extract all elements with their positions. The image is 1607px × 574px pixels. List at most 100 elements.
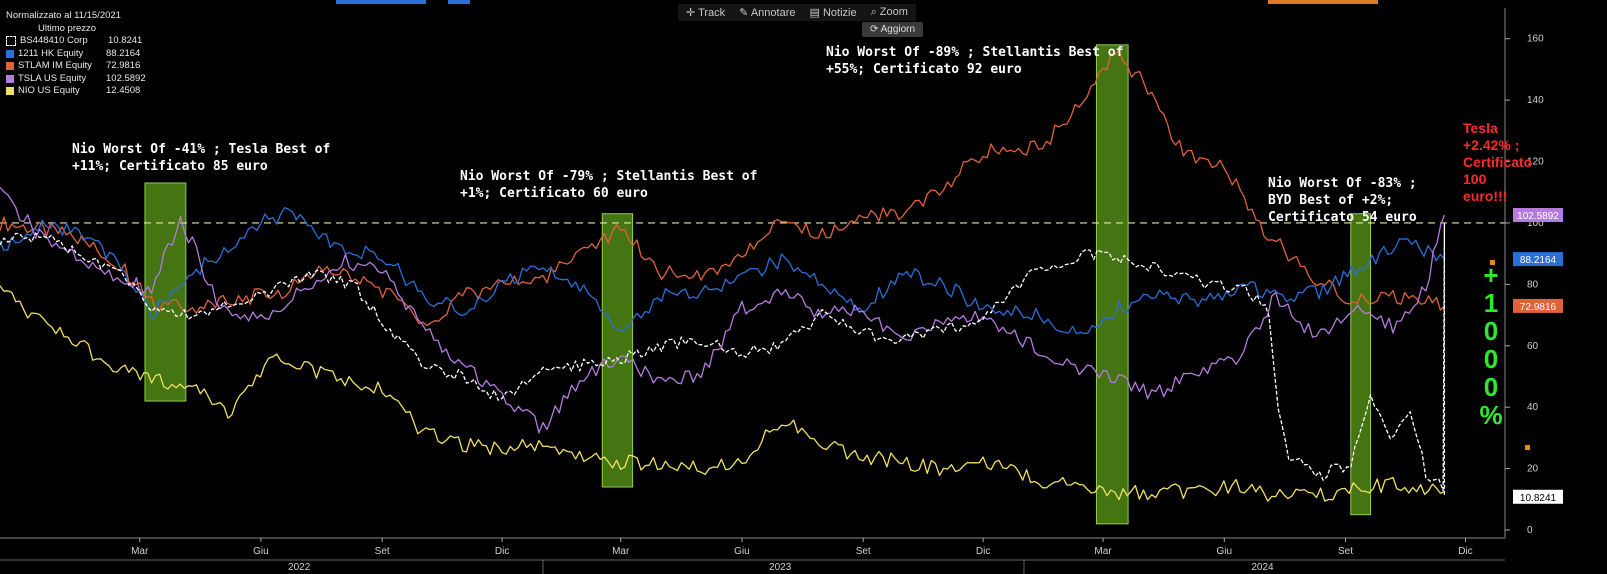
legend-item-value: 102.5892 [106, 72, 146, 84]
x-year-label: 2022 [288, 562, 311, 573]
annotation-text: Certificato 54 euro [1268, 210, 1417, 225]
x-tick-label: Mar [131, 546, 149, 557]
series-line [0, 207, 1445, 335]
x-tick-label: Giu [1217, 546, 1233, 557]
y-tick-label: 40 [1527, 402, 1539, 413]
x-year-label: 2024 [1251, 562, 1274, 573]
zoom-label: Zoom [879, 6, 908, 18]
series-line [0, 285, 1445, 502]
last-value-tag [1513, 489, 1563, 504]
highlight-band [1095, 44, 1129, 525]
marker-dot [1490, 260, 1495, 265]
annotation-tesla: Certificato [1463, 154, 1532, 170]
x-tick-label: Dic [1458, 546, 1472, 557]
annotation-1000pct: 1 [1484, 288, 1498, 318]
refresh-button[interactable]: ⟳ Aggiorn [862, 22, 924, 37]
x-tick-label: Set [856, 546, 871, 557]
annotation-text: +1%; Certificato 60 euro [460, 186, 648, 201]
last-value-tag [1513, 298, 1563, 313]
x-tick-label: Mar [612, 546, 630, 557]
legend-item-name: NIO US Equity [18, 85, 80, 96]
annotation-text: Nio Worst Of -41% ; Tesla Best of [72, 142, 330, 157]
legend-swatch [6, 87, 14, 96]
legend-swatch [6, 62, 14, 71]
legend-item[interactable]: 1211 HK Equity 88.2164 [6, 48, 146, 61]
y-tick-label: 80 [1527, 279, 1539, 290]
chart-toolbar: ✛ Track ✎ Annotare ▤ Notizie ⌕ Zoom [678, 4, 916, 21]
last-value-tag [1513, 252, 1563, 267]
x-tick-label: Mar [1094, 546, 1112, 557]
track-label: Track [698, 7, 726, 19]
legend-item[interactable]: BS448410 Corp 10.8241 [6, 35, 146, 48]
annotate-button[interactable]: ✎ Annotare [739, 7, 796, 19]
last-value-label: 10.8241 [1520, 493, 1557, 504]
legend-item-value: 10.8241 [108, 35, 143, 46]
annotation-text: +11%; Certificato 85 euro [72, 159, 268, 174]
legend-swatch [6, 36, 16, 47]
refresh-label: Aggiorn [880, 24, 916, 35]
x-tick-label: Dic [976, 546, 990, 557]
legend-item[interactable]: TSLA US Equity 102.5892 [6, 73, 146, 86]
last-value-tag [1513, 207, 1563, 222]
x-tick-label: Set [375, 546, 390, 557]
highlight-band [601, 213, 634, 488]
annotation-tesla: euro!!! [1463, 188, 1507, 204]
legend: Normalizzato al 11/15/2021 Ultimo prezzo… [6, 10, 146, 98]
track-button[interactable]: ✛ Track [686, 7, 726, 19]
news-label: Notizie [822, 7, 857, 19]
x-tick-label: Giu [734, 546, 750, 557]
legend-item-name: TSLA US Equity [18, 72, 87, 84]
legend-item-name: 1211 HK Equity [18, 47, 84, 59]
x-tick-label: Set [1338, 546, 1353, 557]
legend-swatch [6, 74, 14, 83]
legend-item-name: BS448410 Corp [20, 35, 88, 46]
top-orange-bar [1268, 0, 1378, 4]
annotation-text: Nio Worst Of -79% ; Stellantis Best of [460, 169, 757, 184]
annotation-text: BYD Best of +2%; [1268, 193, 1393, 208]
zoom-button[interactable]: ⌕ Zoom [870, 6, 908, 18]
legend-item[interactable]: STLAM IM Equity 72.9816 [6, 60, 146, 73]
y-tick-label: 60 [1527, 341, 1539, 352]
x-year-label: 2023 [769, 562, 792, 573]
x-tick-label: Giu [253, 546, 269, 557]
legend-header: Normalizzato al 11/15/2021 [6, 10, 121, 21]
y-axis: 0 20 40 60 80 100 120 140 160 [1504, 8, 1544, 538]
y-tick-label: 0 [1527, 525, 1533, 536]
y-tick-label: 160 [1527, 34, 1544, 45]
annotation-1000pct: 0 [1484, 344, 1498, 374]
legend-item-value: 12.4508 [106, 85, 141, 96]
legend-item-value: 88.2164 [106, 47, 141, 59]
annotation-tesla: 100 [1463, 171, 1487, 187]
series-line [0, 186, 1446, 434]
y-tick-label: 20 [1527, 464, 1539, 475]
legend-swatch [6, 49, 14, 58]
top-blue-bar-small [448, 0, 470, 4]
legend-item-name: STLAM IM Equity [18, 60, 92, 71]
y-tick-label: 120 [1527, 157, 1544, 168]
annotation-1000pct: 0 [1484, 372, 1498, 402]
annotation-text: Nio Worst Of -89% ; Stellantis Best of [826, 45, 1123, 60]
news-button[interactable]: ▤ Notizie [809, 7, 857, 19]
annotation-1000pct: + [1483, 260, 1498, 290]
annotation-text: Nio Worst Of -83% ; [1268, 176, 1417, 191]
last-value-label: 72.9816 [1520, 302, 1557, 313]
x-axis: Mar Giu Set Dic Mar Giu Set Dic Mar Giu Set Dic 2022… [0, 537, 1505, 574]
y-tick-label: 140 [1527, 95, 1544, 106]
series-line [0, 223, 1446, 497]
x-tick-label: Dic [495, 546, 509, 557]
annotation-tesla: Tesla [1463, 120, 1498, 136]
top-blue-bar [336, 0, 426, 4]
annotation-text: +55%; Certificato 92 euro [826, 62, 1022, 77]
legend-subheader: Ultimo prezzo [38, 22, 97, 34]
annotate-label: Annotare [750, 7, 796, 19]
legend-item[interactable]: NIO US Equity 12.4508 [6, 85, 146, 98]
annotation-1000pct: % [1479, 400, 1502, 430]
annotation-1000pct: 0 [1484, 316, 1498, 346]
marker-dot [1525, 445, 1530, 450]
y-tick-label: 100 [1527, 218, 1544, 229]
last-value-label: 102.5892 [1517, 211, 1559, 222]
annotation-tesla: +2.42% ; [1463, 137, 1519, 153]
highlight-band [1350, 213, 1372, 516]
legend-item-value: 72.9816 [106, 60, 141, 71]
